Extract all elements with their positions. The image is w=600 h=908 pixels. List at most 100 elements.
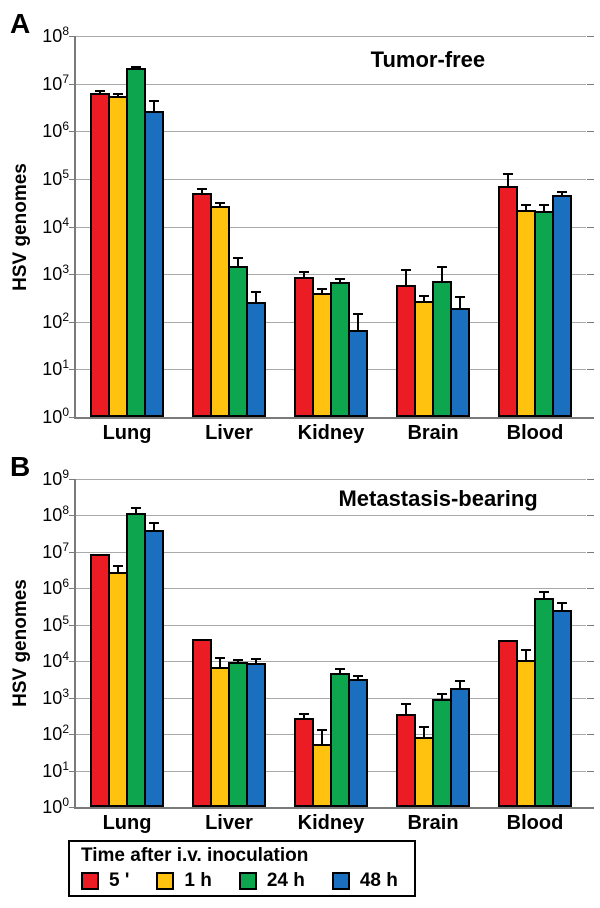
y-axis-tick-right	[587, 369, 594, 371]
error-bar-line	[405, 705, 407, 714]
bar	[516, 210, 536, 417]
x-category-label: Brain	[407, 812, 459, 834]
bar	[348, 678, 368, 807]
y-tick-label: 108	[42, 24, 69, 46]
bar	[552, 195, 572, 417]
legend-box: Time after i.v. inoculation 5 ' 1 h 24 h 48…	[68, 840, 416, 897]
bar	[534, 598, 554, 807]
bar	[534, 211, 554, 417]
y-axis-tick-right	[587, 661, 594, 663]
error-bar-line	[405, 270, 407, 285]
bar	[192, 639, 212, 807]
y-tick-exponent: 5	[62, 166, 69, 181]
x-category-label: Blood	[506, 812, 564, 834]
bar	[294, 276, 314, 417]
y-axis-tick-left	[69, 369, 74, 371]
y-tick-label: 107	[42, 71, 69, 94]
error-bar-line	[525, 206, 527, 211]
error-bar	[95, 90, 105, 93]
error-bar	[251, 291, 261, 302]
error-bar-line	[153, 101, 155, 111]
error-bar	[557, 190, 567, 196]
error-bar-line	[303, 715, 305, 718]
y-tick-exponent: 6	[62, 576, 69, 591]
legend-item-label: 5 '	[109, 869, 130, 891]
gridline	[76, 551, 586, 553]
y-axis-tick-right	[587, 83, 594, 85]
y-tick-exponent: 3	[62, 685, 69, 700]
x-category-label: Liver	[205, 812, 253, 834]
x-category-label: Kidney	[297, 422, 365, 444]
y-axis-line	[74, 479, 76, 807]
y-axis-tick-right	[587, 515, 594, 517]
y-tick-exponent: 4	[62, 214, 69, 229]
gridline	[76, 274, 586, 276]
y-tick-label: 105	[42, 612, 69, 635]
error-bar	[149, 99, 159, 111]
panel-b-letter: B	[10, 451, 31, 482]
bar	[228, 661, 248, 807]
gridline	[76, 588, 586, 590]
y-axis-tick-right	[587, 226, 594, 228]
y-axis-tick-right	[587, 551, 594, 553]
y-tick-exponent: 5	[62, 612, 69, 627]
y-tick-label: 106	[42, 576, 69, 599]
y-axis-tick-right	[587, 417, 594, 418]
error-bar	[131, 65, 141, 69]
y-tick-label: 101	[42, 758, 69, 781]
error-bar-line	[237, 258, 239, 266]
legend-item: 5 '	[81, 870, 129, 892]
bar	[498, 639, 518, 807]
y-axis-tick-right	[587, 624, 594, 626]
error-bar-line	[321, 730, 323, 744]
error-bar-line	[543, 592, 545, 599]
legend-item-label: 24 h	[266, 869, 305, 891]
y-tick-label: 102	[42, 722, 69, 745]
error-bar	[401, 268, 411, 285]
bar	[90, 92, 110, 417]
y-tick-exponent: 4	[62, 649, 69, 664]
y-tick-label: 104	[42, 214, 69, 237]
y-axis-tick-left	[69, 661, 74, 663]
y-axis-tick-left	[69, 807, 74, 808]
y-tick-label: 108	[42, 503, 69, 526]
y-axis-tick-right	[587, 734, 594, 736]
error-bar	[149, 522, 159, 530]
gridline	[76, 624, 586, 626]
legend-swatch	[331, 871, 350, 890]
bar	[330, 282, 350, 417]
legend-swatch	[81, 871, 99, 890]
y-axis-tick-right	[587, 131, 594, 133]
y-tick-label: 107	[42, 539, 69, 562]
bar	[432, 698, 452, 807]
legend-items: 5 ' 1 h 24 h 48 h	[81, 870, 414, 892]
x-category-label: Liver	[205, 422, 253, 444]
y-axis-tick-left	[69, 734, 74, 736]
y-tick-label: 101	[42, 357, 69, 380]
bar	[396, 284, 416, 417]
bar	[192, 193, 212, 417]
bar	[396, 713, 416, 807]
bar	[330, 672, 350, 807]
error-bar-line	[507, 174, 509, 187]
y-axis-tick-right	[587, 36, 594, 37]
y-axis-tick-left	[69, 36, 74, 37]
y-axis-title: HSV genomes	[10, 162, 31, 291]
error-bar-line	[423, 727, 425, 737]
error-bar	[539, 204, 549, 212]
x-axis-line	[74, 417, 594, 419]
error-bar-line	[459, 682, 461, 689]
bar	[108, 95, 128, 417]
y-tick-label: 103	[42, 262, 69, 285]
bar	[432, 280, 452, 417]
bar	[126, 513, 146, 807]
gridline	[76, 178, 586, 180]
legend-item-label: 48 h	[359, 869, 398, 891]
y-tick-exponent: 1	[62, 357, 69, 372]
bar	[450, 308, 470, 417]
error-bar	[353, 312, 363, 330]
bar	[450, 688, 470, 807]
y-tick-exponent: 8	[62, 503, 69, 518]
error-bar	[131, 507, 141, 514]
y-tick-exponent: 6	[62, 119, 69, 134]
